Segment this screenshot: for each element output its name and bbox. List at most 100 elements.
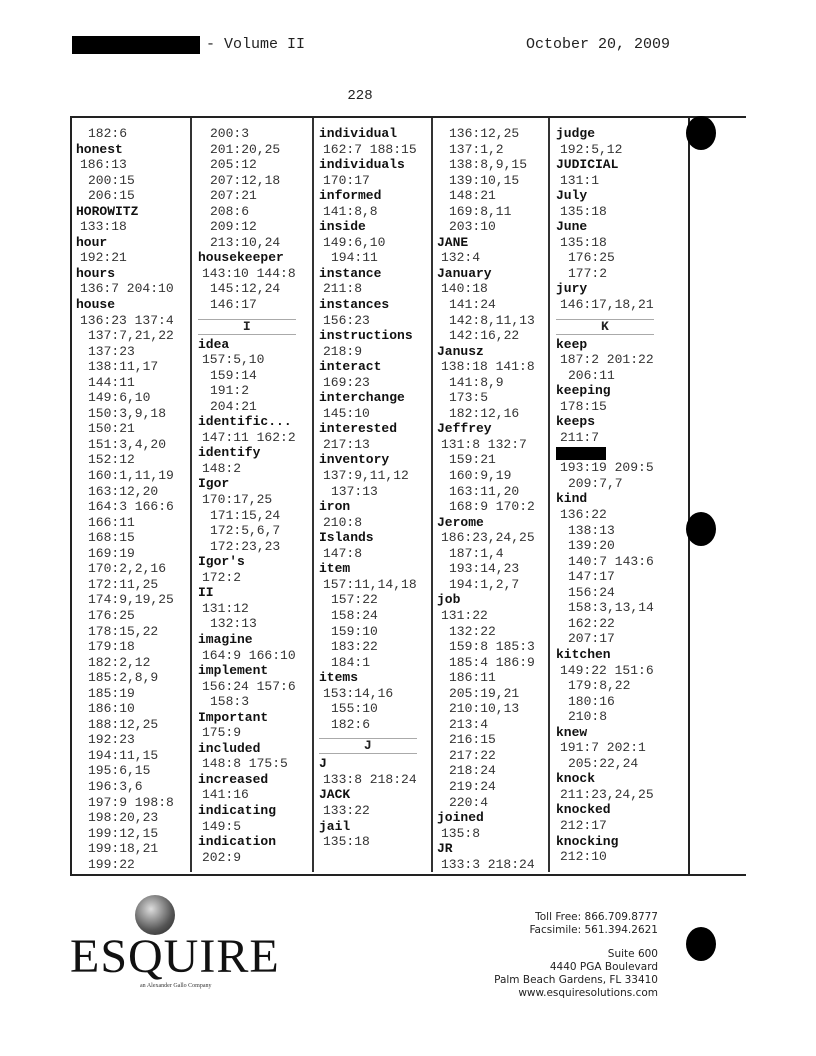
index-term: individuals — [319, 157, 405, 173]
date-label: October 20, 2009 — [526, 36, 671, 53]
page-reference: 217:22 — [449, 747, 496, 763]
section-letter: I — [198, 318, 296, 335]
page-reference: 209:7,7 — [568, 475, 623, 491]
page-reference: 159:21 — [449, 452, 496, 468]
page-reference: 203:10 — [449, 219, 496, 235]
page-reference: 210:8 — [323, 514, 363, 530]
page-reference: 177:2 — [568, 265, 608, 281]
page-reference: 180:16 — [568, 693, 615, 709]
page-reference: 168:15 — [88, 530, 135, 546]
page-reference: 186:13 — [80, 157, 127, 173]
page-reference: 132:4 — [441, 250, 481, 266]
page-reference: 172:2 — [202, 569, 242, 585]
index-term: keeping — [556, 383, 611, 399]
page-reference: 158:3,13,14 — [568, 600, 654, 616]
facsimile: Facsimile: 561.394.2621 — [529, 924, 658, 936]
index-term: imagine — [198, 631, 253, 647]
index-column: 182:6 honest 186:13 200:15 206:15 HOROWITZ 133… — [76, 126, 174, 872]
page-reference: 186:10 — [88, 701, 135, 717]
page-reference: 211:8 — [323, 281, 363, 297]
index-column: 200:3 201:20,25 205:12 207:12,18 207:21 208:6… — [198, 126, 296, 865]
index-term: June — [556, 219, 588, 235]
page-reference: 149:6,10 — [88, 390, 151, 406]
page-reference: 148:8 175:5 — [202, 756, 288, 772]
page-number: 228 — [347, 88, 373, 104]
page-reference: 136:23 137:4 — [80, 312, 174, 328]
index-term: January — [437, 265, 492, 281]
page-reference: 164:3 166:6 — [88, 499, 174, 515]
page-reference: 158:24 — [331, 607, 378, 623]
page-reference: 182:12,16 — [449, 405, 520, 421]
index-term: jury — [556, 281, 588, 297]
page-reference: 182:6 — [331, 716, 371, 732]
page-reference: 200:3 — [210, 126, 250, 141]
page-reference: 136:22 — [560, 507, 607, 523]
page-reference: 168:9 170:2 — [449, 499, 535, 515]
website-link[interactable]: www.esquiresolutions.com — [518, 987, 658, 999]
page-reference: 179:8,22 — [568, 678, 631, 694]
page-reference: 175:9 — [202, 725, 242, 741]
page-reference: 198:20,23 — [88, 810, 159, 826]
index-term: knew — [556, 724, 588, 740]
page-reference: 185:19 — [88, 685, 135, 701]
redacted-term — [556, 447, 606, 461]
page-reference: 131:22 — [441, 607, 488, 623]
page-reference: 159:10 — [331, 623, 378, 639]
page-reference: 191:2 — [210, 383, 250, 399]
page-reference: 207:17 — [568, 631, 615, 647]
page-reference: 206:11 — [568, 367, 615, 383]
page-reference: 131:1 — [560, 172, 600, 188]
bottom-rule — [70, 874, 746, 876]
toll-free: Toll Free: 866.709.8777 — [535, 911, 658, 923]
index-term: JR — [437, 841, 453, 857]
page-reference: 152:12 — [88, 452, 135, 468]
punch-hole — [686, 116, 716, 150]
page-reference: 133:22 — [323, 802, 370, 818]
index-column: 136:12,25 137:1,2 138:8,9,15 139:10,15 148:2… — [437, 126, 535, 872]
page-reference: 202:9 — [202, 849, 242, 865]
page-reference: 172:23,23 — [210, 538, 281, 554]
page-reference: 136:7 204:10 — [80, 281, 174, 297]
page-reference: 137:23 — [88, 343, 135, 359]
page-reference: 173:5 — [449, 390, 489, 406]
page-reference: 185:2,8,9 — [88, 670, 159, 686]
index-term: item — [319, 561, 351, 577]
page-reference: 205:12 — [210, 157, 257, 173]
index-term: instructions — [319, 328, 413, 344]
index-term: interact — [319, 359, 382, 375]
page-reference: 194:11,15 — [88, 747, 159, 763]
index-term: hours — [76, 265, 116, 281]
page-reference: 136:12,25 — [449, 126, 520, 141]
page-reference: 169:19 — [88, 545, 135, 561]
page-reference: 146:17,18,21 — [560, 297, 654, 313]
page-reference: 217:13 — [323, 436, 370, 452]
index-term: July — [556, 188, 588, 204]
index-term: inventory — [319, 452, 390, 468]
page-reference: 149:6,10 — [323, 234, 386, 250]
page-reference: 159:8 185:3 — [449, 639, 535, 655]
page-reference: 199:12,15 — [88, 825, 159, 841]
page-reference: 157:11,14,18 — [323, 576, 417, 592]
index-term: jail — [319, 818, 351, 834]
page-reference: 176:25 — [568, 250, 615, 266]
page-reference: 220:4 — [449, 794, 489, 810]
page-reference: 141:8,8 — [323, 203, 378, 219]
page-reference: 150:21 — [88, 421, 135, 437]
index-term: II — [198, 585, 214, 601]
page-reference: 192:23 — [88, 732, 135, 748]
page-reference: 193:19 209:5 — [560, 460, 654, 476]
esquire-logo-text: ESQUIRE — [70, 930, 280, 983]
page-reference: 209:12 — [210, 219, 257, 235]
index-term: Igor — [198, 476, 230, 492]
page-reference: 192:5,12 — [560, 141, 623, 157]
section-letter: K — [556, 318, 654, 335]
index-term: Islands — [319, 530, 374, 546]
page-reference: 147:11 162:2 — [202, 429, 296, 445]
page-reference: 193:14,23 — [449, 561, 520, 577]
index-term: JACK — [319, 787, 351, 803]
index-term: knock — [556, 771, 596, 787]
index-term: informed — [319, 188, 382, 204]
logo-tagline: an Alexander Gallo Company — [140, 983, 212, 989]
page-reference: 139:10,15 — [449, 172, 520, 188]
page-reference: 146:17 — [210, 297, 257, 313]
